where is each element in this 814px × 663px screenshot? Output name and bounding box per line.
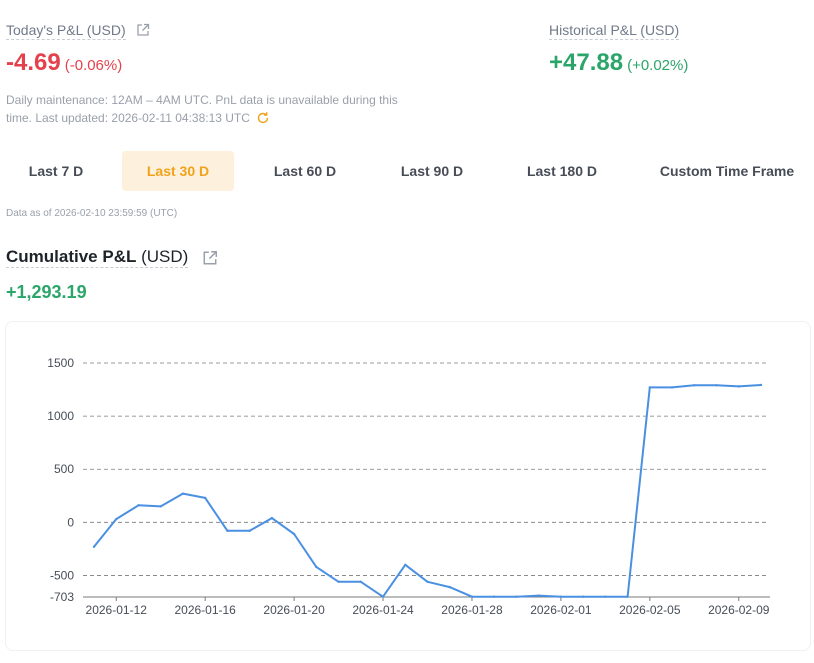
data-as-of: Data as of 2026-02-10 23:59:59 (UTC) bbox=[6, 208, 178, 219]
data-point bbox=[115, 517, 118, 521]
refresh-icon[interactable] bbox=[256, 111, 270, 125]
data-point bbox=[670, 386, 674, 389]
x-tick-label: 2026-01-16 bbox=[174, 603, 236, 617]
tab-last-60-d[interactable]: Last 60 D bbox=[273, 163, 337, 179]
today-pnl-label[interactable]: Today's P&L (USD) bbox=[6, 22, 126, 40]
historical-pnl-value: +47.88 bbox=[549, 49, 624, 76]
tab-last-180-d[interactable]: Last 180 D bbox=[526, 163, 598, 179]
data-point bbox=[292, 532, 296, 536]
x-tick-label: 2026-01-20 bbox=[263, 603, 325, 617]
historical-pnl-label[interactable]: Historical P&L (USD) bbox=[549, 22, 680, 40]
data-point bbox=[226, 529, 229, 533]
x-tick-label: 2026-01-28 bbox=[441, 603, 503, 617]
x-tick-label: 2026-02-05 bbox=[619, 603, 681, 617]
maintenance-note-line2: time. Last updated: 2026-02-11 04:38:13 … bbox=[6, 111, 250, 125]
y-tick-label: 500 bbox=[54, 462, 74, 476]
y-tick-label: 0 bbox=[67, 515, 74, 529]
maintenance-note-line2-row: time. Last updated: 2026-02-11 04:38:13 … bbox=[6, 109, 436, 127]
data-point bbox=[381, 595, 385, 598]
cumulative-pnl-chart-card bbox=[5, 321, 811, 651]
y-tick-label: -703 bbox=[50, 590, 74, 604]
data-point bbox=[404, 563, 407, 567]
data-point bbox=[737, 385, 740, 388]
maintenance-note: Daily maintenance: 12AM – 4AM UTC. PnL d… bbox=[6, 91, 436, 127]
data-point bbox=[559, 595, 563, 598]
data-point bbox=[337, 580, 340, 584]
data-point bbox=[248, 529, 251, 533]
data-point bbox=[359, 580, 362, 584]
y-tick-label: -500 bbox=[50, 568, 74, 582]
data-point bbox=[137, 504, 140, 507]
y-tick-label: 1000 bbox=[47, 409, 74, 423]
today-pnl-block: Today's P&L (USD) bbox=[6, 22, 150, 40]
cumulative-pnl-value: +1,293.19 bbox=[6, 282, 87, 302]
tab-last-30-d[interactable]: Last 30 D bbox=[122, 151, 234, 191]
external-link-icon[interactable] bbox=[136, 23, 150, 37]
data-point bbox=[715, 384, 718, 387]
data-point bbox=[537, 594, 540, 597]
cumulative-pnl-label: Cumulative P&L bbox=[6, 247, 137, 266]
data-point bbox=[693, 384, 696, 387]
historical-pnl-value-row: +47.88 (+0.02%) bbox=[549, 49, 688, 80]
external-link-icon[interactable] bbox=[202, 250, 218, 266]
data-point bbox=[426, 580, 429, 584]
tab-last-90-d[interactable]: Last 90 D bbox=[400, 163, 464, 179]
historical-pnl-percent: (+0.02%) bbox=[627, 57, 689, 74]
today-pnl-percent: (-0.06%) bbox=[64, 57, 123, 74]
data-point bbox=[448, 585, 451, 589]
tab-last-7-d[interactable]: Last 7 D bbox=[28, 163, 84, 179]
y-tick-label: 1500 bbox=[47, 356, 74, 370]
data-point bbox=[203, 496, 207, 500]
data-point bbox=[759, 383, 763, 387]
data-point bbox=[315, 565, 318, 569]
data-point bbox=[159, 505, 162, 508]
cumulative-pnl-unit: (USD) bbox=[141, 247, 189, 266]
data-point bbox=[581, 595, 585, 598]
data-point bbox=[604, 595, 607, 598]
data-point bbox=[181, 492, 185, 495]
historical-pnl-block: Historical P&L (USD) bbox=[549, 22, 680, 40]
data-point bbox=[493, 595, 496, 598]
time-range-tabs: Last 7 D Last 30 D Last 60 D Last 90 D L… bbox=[0, 151, 814, 191]
data-point bbox=[270, 516, 274, 520]
data-point bbox=[92, 545, 96, 548]
x-tick-label: 2026-01-24 bbox=[352, 603, 414, 617]
cumulative-pnl-title[interactable]: Cumulative P&L (USD) bbox=[6, 247, 189, 268]
maintenance-note-line1: Daily maintenance: 12AM – 4AM UTC. PnL d… bbox=[6, 93, 398, 107]
today-pnl-value-row: -4.69 (-0.06%) bbox=[6, 49, 122, 80]
today-pnl-value: -4.69 bbox=[6, 49, 61, 76]
x-tick-label: 2026-01-12 bbox=[86, 603, 148, 617]
data-point bbox=[648, 386, 652, 389]
data-point bbox=[515, 595, 518, 598]
x-tick-label: 2026-02-01 bbox=[530, 603, 592, 617]
x-tick-label: 2026-02-09 bbox=[708, 603, 770, 617]
data-point bbox=[626, 595, 629, 598]
series-line bbox=[93, 384, 762, 598]
tab-custom-time-frame[interactable]: Custom Time Frame bbox=[659, 163, 795, 179]
data-point bbox=[470, 595, 474, 598]
